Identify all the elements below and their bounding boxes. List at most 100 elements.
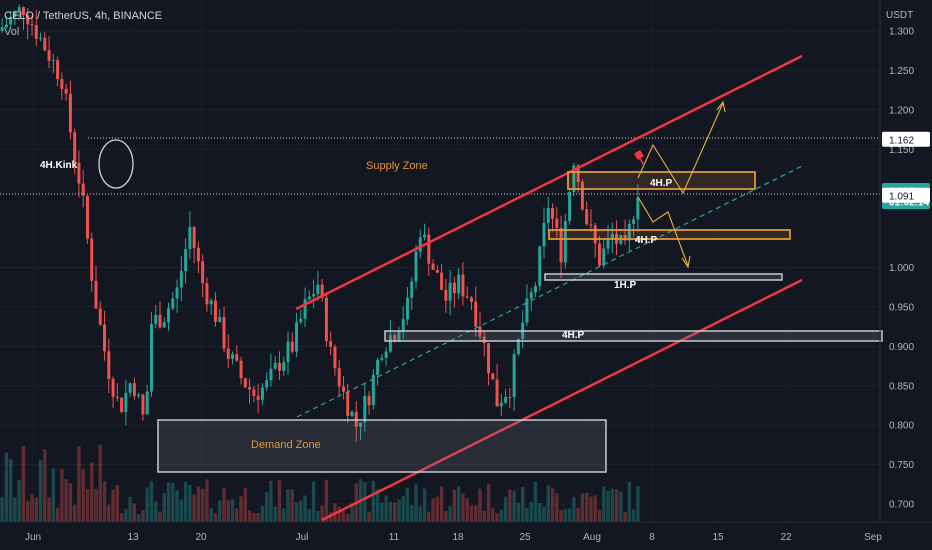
candle-body	[248, 387, 252, 390]
candle-body	[39, 37, 43, 39]
candle-body	[346, 391, 350, 416]
price-labels: 1.1621.09701:02:141.091	[882, 131, 930, 210]
kink-label: 4H.Kink	[40, 160, 78, 171]
volume-bar	[320, 505, 324, 522]
candle-body	[431, 263, 435, 270]
candle-body	[444, 289, 448, 301]
volume-bar	[550, 487, 555, 522]
y-tick-label: 1.000	[889, 263, 914, 274]
volume-bar	[610, 488, 614, 522]
candle-body	[34, 25, 38, 39]
volume-bar	[60, 468, 64, 522]
candle-body	[179, 271, 183, 288]
candle-body	[610, 234, 614, 239]
candle-body	[124, 392, 128, 412]
candle-body	[269, 368, 273, 381]
volume-bar	[614, 489, 619, 522]
volume-bar	[495, 513, 499, 522]
volume-bar	[555, 493, 559, 522]
volume-bars	[0, 444, 640, 522]
volume-bar	[427, 511, 431, 522]
volume-bar	[226, 500, 230, 522]
volume-bar	[516, 502, 521, 522]
candle-body	[525, 298, 529, 323]
x-tick-label: Sep	[864, 532, 882, 543]
box-1hp	[544, 273, 783, 281]
volume-bar	[478, 488, 482, 522]
volume-bar	[563, 508, 568, 522]
volume-bar	[619, 491, 623, 522]
volume-bar	[213, 513, 218, 522]
volume-bar	[175, 490, 179, 522]
candle-body	[593, 225, 597, 244]
volume-bar	[384, 495, 388, 522]
volume-bar	[119, 513, 124, 522]
price-axis[interactable]: 1.300 1.250 1.200 1.150 1.000 0.950 0.900 0.850…	[879, 0, 914, 522]
volume-bar	[17, 479, 21, 522]
candle-body	[580, 181, 584, 210]
volume-bar	[346, 513, 350, 522]
grid	[0, 30, 880, 505]
time-axis[interactable]: Jun 13 20 Jul 11 18 25 Aug 8 15 22 Sep	[0, 521, 932, 543]
volume-bar	[593, 495, 597, 522]
volume-bar	[235, 508, 239, 522]
y-tick-label: 1.250	[889, 66, 914, 77]
candle-body	[158, 314, 162, 328]
candle-body	[363, 395, 367, 423]
candle-body	[184, 249, 188, 272]
candle-body	[435, 269, 439, 273]
candle-body	[239, 360, 243, 379]
candle-body	[568, 191, 572, 221]
candle-body	[359, 422, 363, 427]
volume-bar	[337, 506, 341, 522]
volume-bar	[380, 502, 384, 522]
candle-body	[201, 261, 205, 284]
candle-body	[218, 317, 222, 322]
candle-body	[597, 243, 601, 266]
candle-body	[397, 331, 401, 341]
channel-lower-line	[321, 278, 803, 522]
candle-body	[77, 162, 81, 184]
volume-bar	[520, 487, 525, 522]
volume-bar	[392, 502, 397, 522]
x-tick-label: Jul	[296, 532, 309, 543]
volume-bar	[26, 500, 30, 522]
candle-body	[576, 165, 580, 182]
volume-bar	[405, 488, 410, 522]
volume-bar	[115, 484, 120, 522]
volume-bar	[422, 488, 427, 522]
y-tick-label: 1.200	[889, 105, 914, 116]
candle-body	[21, 7, 25, 16]
volume-bar	[316, 510, 320, 522]
volume-bar	[179, 499, 184, 522]
volume-bar	[491, 507, 495, 522]
volume-bar	[482, 510, 486, 522]
candle-body	[427, 234, 431, 264]
volume-bar	[324, 479, 329, 522]
volume-bar	[55, 507, 60, 522]
volume-bar	[448, 505, 452, 522]
volume-bar	[538, 502, 542, 522]
candle-body	[282, 362, 286, 371]
candle-body	[350, 411, 354, 416]
candle-body	[128, 383, 132, 393]
candle-body	[205, 283, 209, 305]
candle-body	[47, 50, 51, 61]
volume-bar	[486, 483, 491, 522]
volume-bar	[145, 487, 149, 522]
candle-body	[260, 387, 264, 400]
box-4hp-long-label: 4H.P	[562, 330, 585, 341]
candle-body	[636, 197, 640, 220]
volume-bar	[256, 512, 260, 522]
candle-body	[414, 251, 418, 282]
volume-bar	[166, 482, 171, 522]
volume-bar	[171, 482, 175, 522]
candle-body	[17, 7, 21, 12]
volume-bar	[512, 490, 516, 522]
candle-body	[188, 227, 192, 250]
volume-bar	[623, 511, 627, 522]
volume-bar	[418, 506, 422, 522]
candle-body	[504, 396, 508, 403]
volume-bar	[196, 486, 201, 522]
